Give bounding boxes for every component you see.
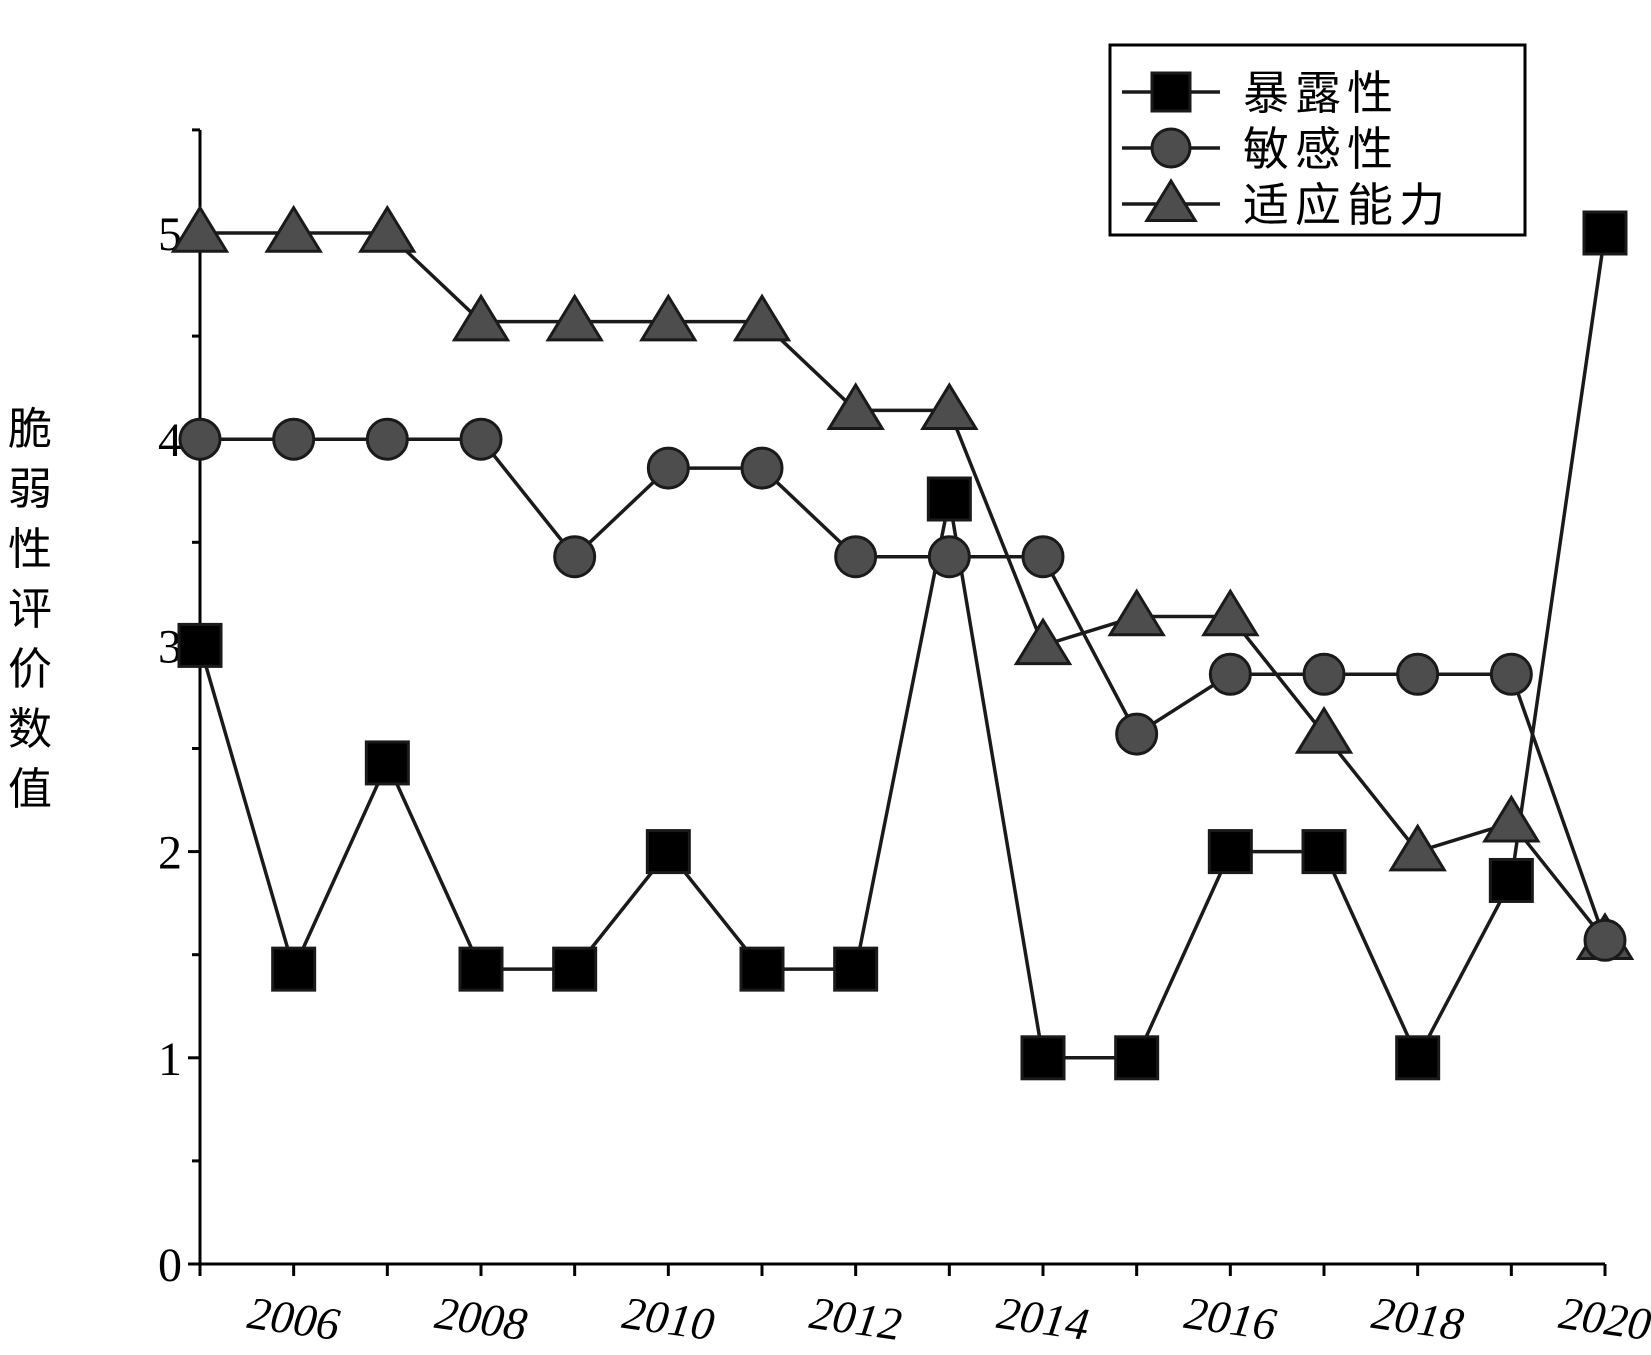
marker-square — [177, 622, 223, 668]
marker-triangle — [732, 293, 792, 342]
marker-circle — [927, 535, 971, 579]
marker-square — [1150, 71, 1192, 113]
marker-circle — [1583, 918, 1627, 962]
marker-triangle — [1388, 823, 1447, 872]
marker-circle — [1021, 535, 1065, 579]
marker-triangle — [920, 382, 979, 431]
marker-triangle — [1144, 178, 1198, 223]
marker-circle — [1150, 127, 1192, 169]
marker-square — [552, 946, 598, 992]
y-axis-title: 脆弱性评价数值 — [8, 404, 52, 815]
marker-circle — [740, 446, 784, 490]
marker-circle — [646, 446, 690, 490]
marker-triangle — [1294, 705, 1354, 754]
legend-label: 暴露性 — [1243, 68, 1399, 119]
series-line — [200, 437, 1607, 941]
marker-square — [1395, 1035, 1441, 1081]
legend-label: 敏感性 — [1243, 124, 1399, 175]
y-tick-label: 4 — [158, 414, 182, 467]
marker-triangle — [358, 204, 417, 253]
marker-triangle — [451, 293, 511, 342]
marker-square — [1301, 829, 1347, 875]
marker-circle — [1489, 652, 1533, 696]
marker-square — [1207, 829, 1253, 875]
x-tick-label: 2016 — [1181, 1287, 1279, 1350]
marker-triangle — [1107, 588, 1166, 637]
marker-circle — [1396, 652, 1440, 696]
marker-square — [364, 740, 410, 786]
x-tick-label: 2020 — [1556, 1287, 1651, 1350]
marker-triangle — [1201, 588, 1260, 637]
marker-square — [458, 946, 504, 992]
series-lines — [198, 231, 1607, 1062]
marker-triangle — [170, 204, 230, 253]
legend-label: 适应能力 — [1243, 180, 1451, 231]
marker-square — [1488, 857, 1534, 903]
x-tick-label: 2014 — [994, 1287, 1092, 1350]
marker-square — [926, 476, 972, 522]
y-tick-label: 2 — [158, 827, 182, 880]
marker-triangle — [826, 382, 885, 431]
marker-square — [739, 946, 785, 992]
marker-triangle — [639, 293, 698, 342]
marker-square — [1582, 210, 1628, 256]
x-tick-label: 2018 — [1369, 1287, 1467, 1350]
marker-square — [833, 946, 879, 992]
series-line — [198, 232, 1607, 1062]
x-tick-label: 2006 — [245, 1287, 343, 1350]
marker-square — [645, 829, 691, 875]
x-tick-label: 2010 — [619, 1287, 717, 1350]
marker-circle — [1208, 652, 1252, 696]
marker-circle — [459, 417, 503, 461]
marker-square — [1020, 1035, 1066, 1081]
marker-circle — [178, 417, 222, 461]
marker-circle — [1302, 652, 1346, 696]
marker-square — [1114, 1035, 1160, 1081]
y-tick-label: 1 — [158, 1033, 182, 1086]
marker-circle — [834, 535, 878, 579]
marker-square — [271, 946, 317, 992]
marker-circle — [1115, 712, 1159, 756]
marker-circle — [272, 417, 316, 461]
marker-triangle — [545, 293, 604, 342]
marker-triangle — [264, 204, 323, 253]
y-tick-label: 5 — [158, 208, 182, 261]
x-tick-label: 2008 — [432, 1287, 530, 1350]
marker-triangle — [1013, 617, 1073, 666]
y-tick-label: 0 — [158, 1239, 182, 1292]
marker-triangle — [1482, 794, 1541, 843]
marker-circle — [553, 535, 597, 579]
x-tick-label: 2012 — [807, 1287, 905, 1350]
series-markers — [170, 204, 1635, 1081]
series-line — [200, 231, 1607, 942]
marker-circle — [365, 417, 409, 461]
